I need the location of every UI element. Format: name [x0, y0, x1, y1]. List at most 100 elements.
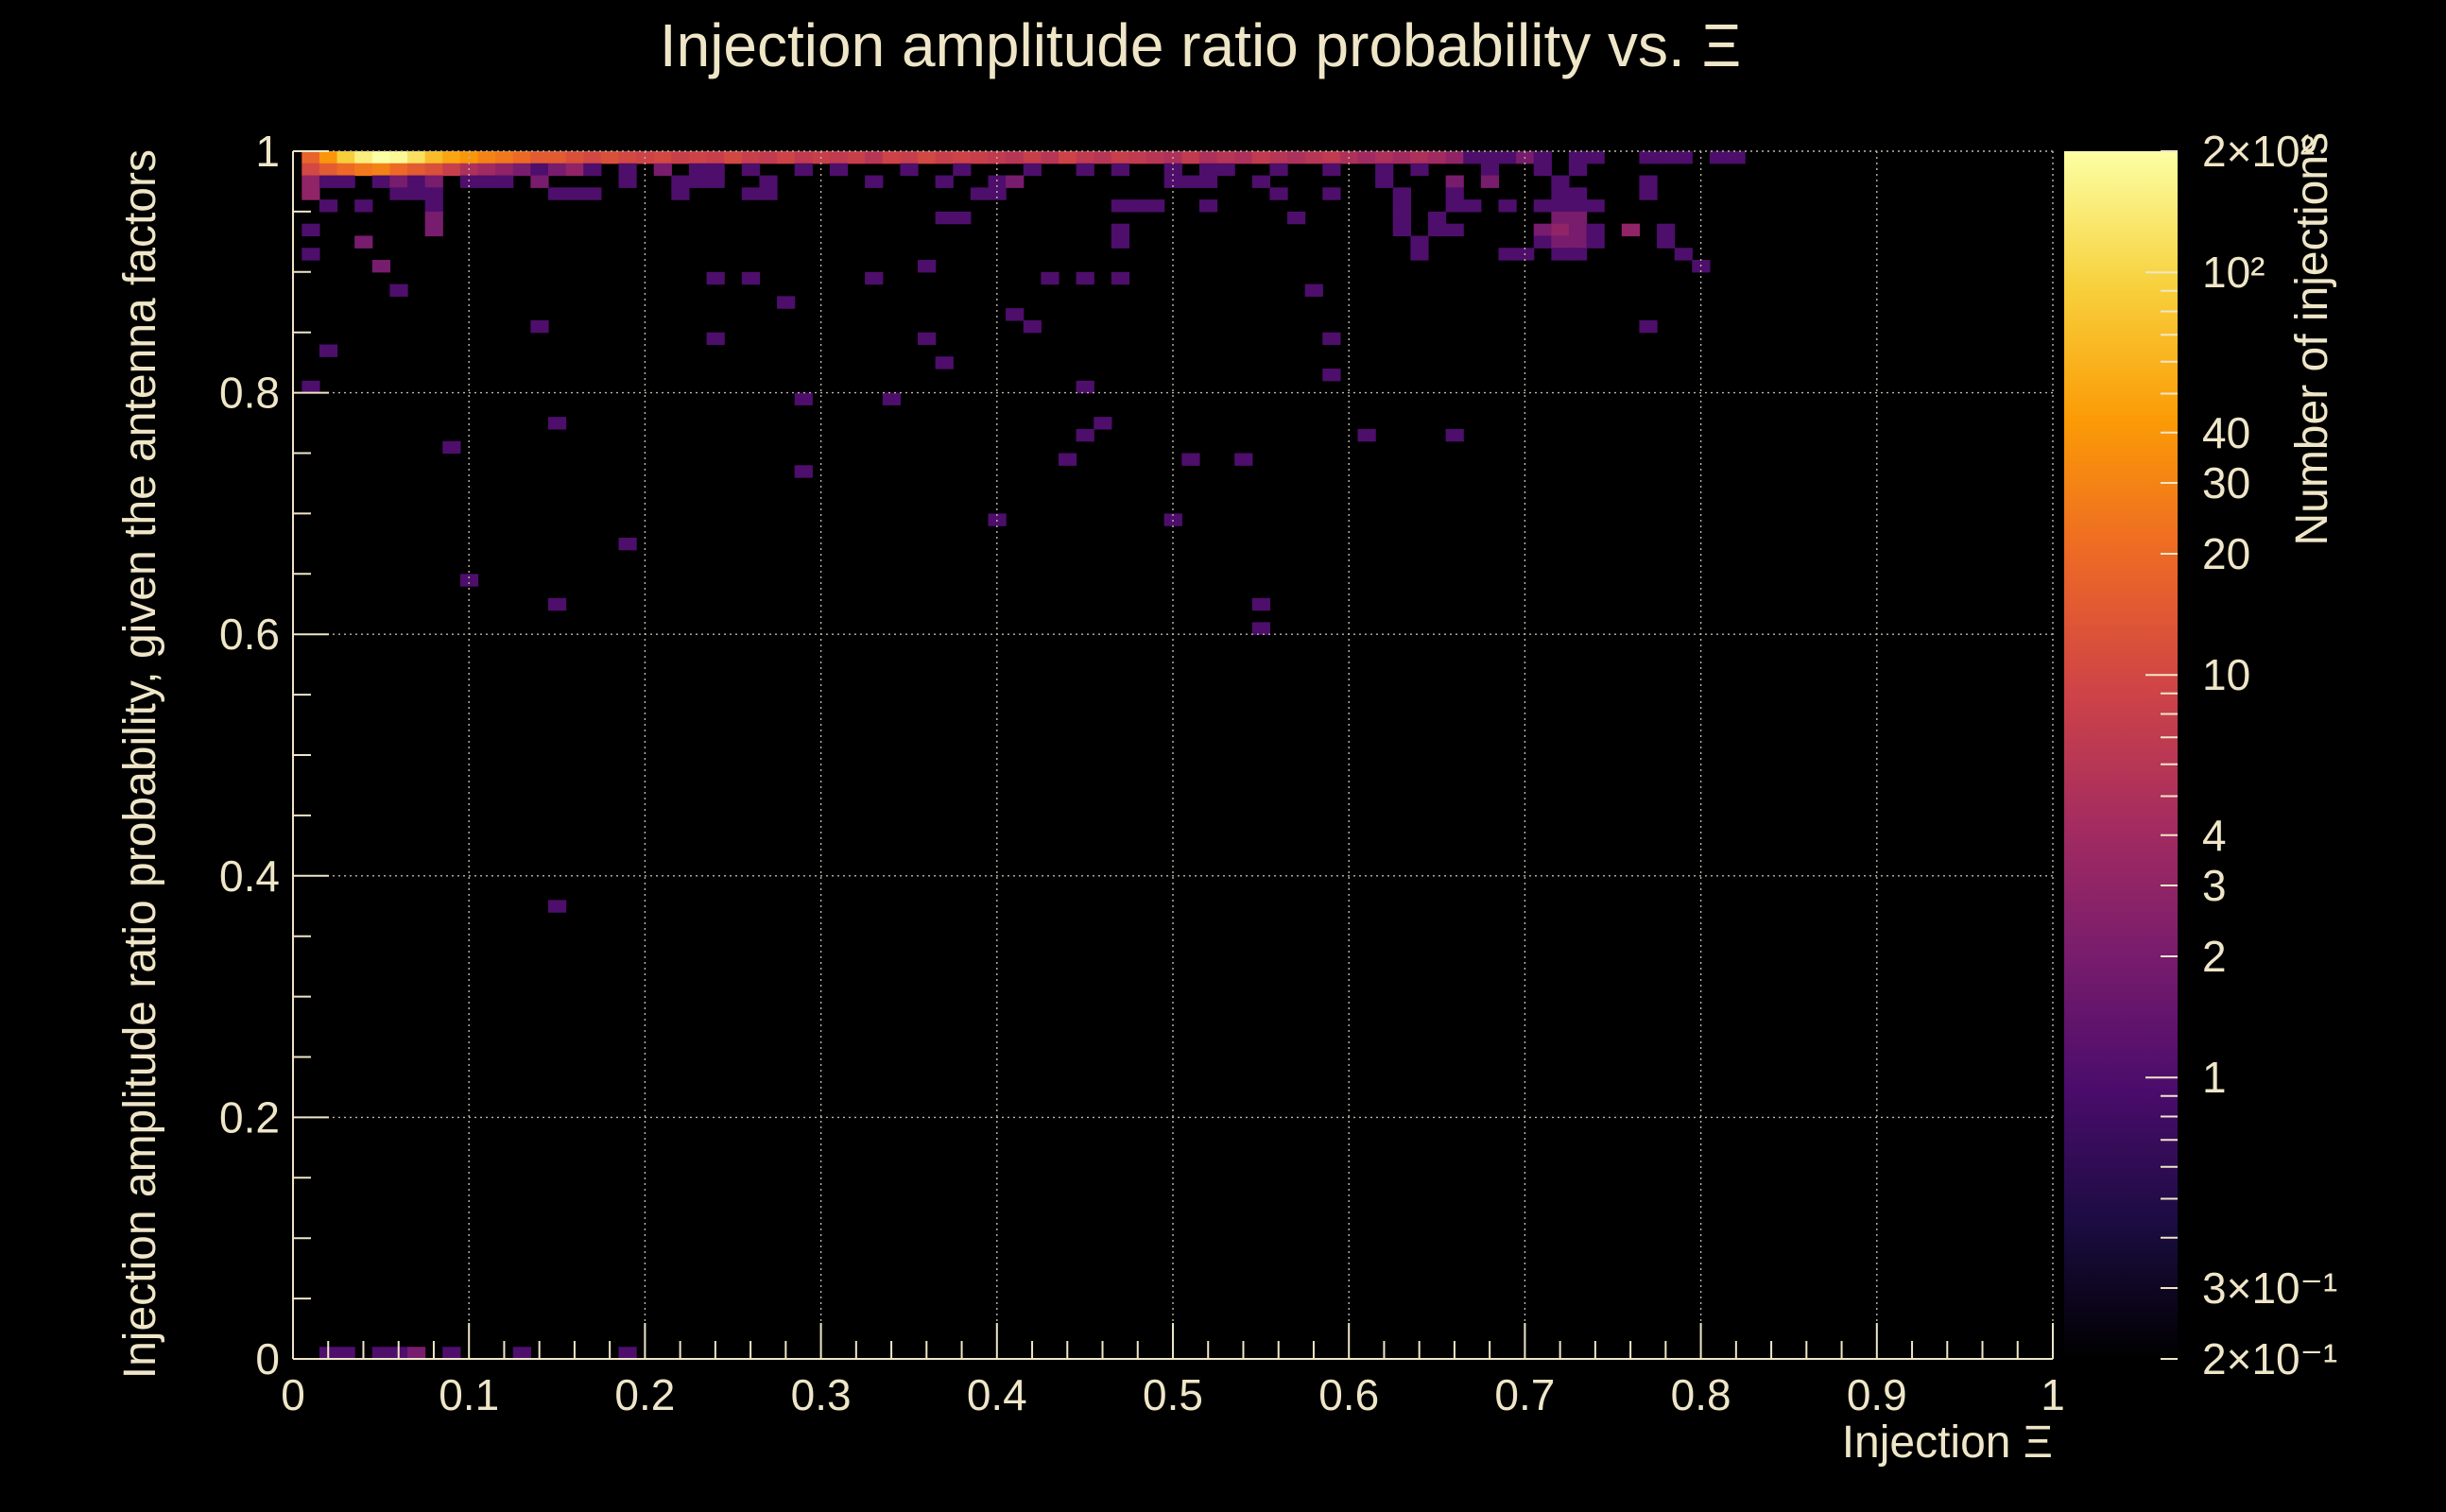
- heatmap-cell: [354, 199, 373, 213]
- heatmap-cell: [354, 235, 373, 249]
- heatmap-cell: [319, 344, 338, 357]
- heatmap-cell: [371, 1347, 391, 1360]
- heatmap-cell: [1533, 235, 1552, 249]
- heatmap-cell: [1568, 187, 1588, 200]
- heatmap-cell: [1463, 199, 1482, 213]
- heatmap-cell: [1234, 151, 1253, 164]
- heatmap-cell: [1568, 223, 1588, 237]
- heatmap-cell: [935, 175, 954, 188]
- heatmap-cell: [706, 332, 725, 346]
- x-tick-label: 0.7: [1494, 1370, 1555, 1419]
- heatmap-cell: [1041, 271, 1059, 285]
- heatmap-cell: [1480, 163, 1500, 177]
- heatmap-cell: [1076, 428, 1094, 442]
- heatmap-cell: [935, 356, 954, 369]
- heatmap-cell: [1445, 175, 1464, 188]
- heatmap-cell: [1445, 428, 1464, 442]
- heatmap-cell: [1392, 187, 1411, 200]
- heatmap-cell: [442, 163, 461, 177]
- heatmap-cell: [389, 175, 408, 188]
- heatmap-cell: [565, 151, 584, 164]
- heatmap-cell: [671, 175, 690, 188]
- heatmap-cell: [459, 175, 479, 188]
- y-tick-label: 0.8: [219, 369, 280, 418]
- heatmap-cell: [1586, 223, 1605, 237]
- heatmap-cell: [442, 440, 461, 455]
- heatmap-cell: [495, 175, 514, 188]
- heatmap-cell: [1251, 622, 1271, 635]
- heatmap-cell: [1146, 199, 1165, 213]
- x-tick-label: 0.2: [614, 1370, 675, 1419]
- heatmap-cell: [1392, 223, 1411, 237]
- x-tick-label: 0.9: [1847, 1370, 1907, 1419]
- heatmap-cell: [847, 151, 866, 164]
- colorbar-tick-label: 2×10⁻¹: [2202, 1334, 2337, 1383]
- heatmap-cell: [600, 151, 620, 164]
- heatmap-cell: [1639, 187, 1658, 200]
- heatmap-cell: [407, 151, 426, 164]
- heatmap-cell: [1551, 223, 1570, 237]
- heatmap-cell: [618, 537, 637, 551]
- heatmap-cell: [547, 900, 567, 913]
- y-tick-label: 0.6: [219, 610, 280, 659]
- heatmap-cell: [741, 187, 761, 200]
- heatmap-cell: [459, 574, 479, 587]
- heatmap-cell: [407, 163, 426, 177]
- heatmap-cell: [301, 187, 320, 200]
- heatmap-cell: [547, 187, 567, 200]
- heatmap-cell: [918, 260, 937, 273]
- y-axis-ticks: 0 0.2 0.4 0.6 0.8 1: [219, 127, 329, 1383]
- heatmap-cell: [371, 151, 391, 164]
- heatmap-cell: [829, 151, 849, 164]
- heatmap-cell: [1128, 151, 1147, 164]
- heatmap-cell: [1058, 453, 1077, 466]
- heatmap-cell: [407, 187, 426, 200]
- heatmap-cell: [407, 1347, 426, 1360]
- colorbar-tick-label: 2: [2202, 932, 2227, 981]
- heatmap-cell: [336, 1347, 355, 1360]
- heatmap-cell: [688, 175, 708, 188]
- heatmap-cell: [618, 163, 637, 177]
- heatmap-cell: [1198, 175, 1218, 188]
- heatmap-cell: [424, 211, 443, 225]
- heatmap-cell: [354, 163, 373, 177]
- heatmap-cell: [512, 1347, 531, 1360]
- heatmap-cell: [389, 187, 408, 200]
- heatmap-cell: [918, 151, 937, 164]
- heatmap-cell: [1551, 175, 1570, 188]
- heatmap-cell: [706, 271, 725, 285]
- heatmap-cell: [1216, 163, 1235, 177]
- heatmap-cell: [1568, 199, 1588, 213]
- colorbar-tick-label: 10²: [2202, 248, 2265, 297]
- heatmap-cell: [865, 175, 884, 188]
- heatmap-cell: [759, 175, 778, 188]
- heatmap-cell: [336, 151, 355, 164]
- heatmap-cell: [1198, 163, 1218, 177]
- heatmap-cell: [583, 151, 602, 164]
- heatmap-cell: [547, 163, 567, 177]
- heatmap-cell: [1111, 199, 1130, 213]
- heatmap-cell: [1322, 369, 1341, 382]
- heatmap-cell: [900, 151, 919, 164]
- heatmap-cell: [1709, 151, 1729, 164]
- heatmap-cell: [1111, 271, 1130, 285]
- heatmap-cell: [1375, 151, 1394, 164]
- heatmap-cell: [777, 151, 796, 164]
- y-axis-label: Injection amplitude ratio probability, g…: [115, 149, 165, 1379]
- heatmap-cell: [900, 163, 919, 177]
- heatmap-cell: [618, 1347, 637, 1360]
- heatmap-cell: [741, 163, 761, 177]
- heatmap-cell: [1533, 151, 1552, 164]
- heatmap-cell: [424, 151, 443, 164]
- heatmap-cell: [1006, 308, 1025, 321]
- heatmap-cell: [424, 187, 443, 200]
- heatmap-cell: [1111, 163, 1130, 177]
- heatmap-cell: [1111, 235, 1130, 249]
- colorbar-tick-label: 20: [2202, 529, 2250, 578]
- heatmap-cell: [477, 163, 496, 177]
- heatmap-cell: [1445, 223, 1464, 237]
- heatmap-cell: [865, 271, 884, 285]
- heatmap-cell: [1639, 175, 1658, 188]
- heatmap-cell: [671, 187, 690, 200]
